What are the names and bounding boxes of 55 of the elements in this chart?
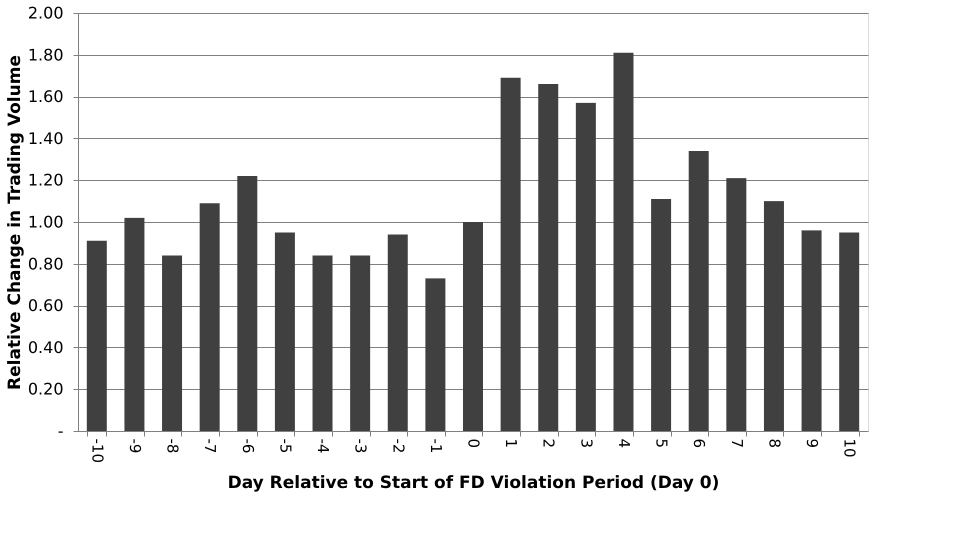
x-tick-label: 3 <box>577 438 596 448</box>
bar <box>802 230 822 431</box>
y-tick-label: 1.80 <box>28 45 64 64</box>
x-tick-label: -4 <box>314 438 332 454</box>
x-tick-label: -5 <box>276 438 294 454</box>
bar <box>576 102 596 431</box>
y-tick-label: 1.00 <box>28 212 64 232</box>
y-tick-label: 0.20 <box>28 380 64 399</box>
x-tick-label: 1 <box>502 438 520 448</box>
y-tick-label: 0.60 <box>28 296 64 316</box>
bar <box>500 78 521 431</box>
bar <box>312 255 333 431</box>
x-tick-label: -8 <box>164 438 182 454</box>
bar <box>726 178 746 431</box>
y-tick-label: 0.40 <box>28 338 64 357</box>
y-axis-title: Relative Change in Trading Volume <box>4 55 25 390</box>
x-axis-title: Day Relative to Start of FD Violation Period (Day 0) <box>228 473 720 493</box>
bar <box>350 255 370 431</box>
bar <box>538 84 558 431</box>
bar <box>688 150 709 431</box>
bar <box>613 52 634 431</box>
bar <box>237 176 258 431</box>
bar <box>200 203 220 431</box>
x-tick-label: -10 <box>88 438 106 463</box>
x-tick-label: -7 <box>201 438 220 454</box>
x-tick-label: -9 <box>126 438 144 454</box>
x-tick-label: -3 <box>352 438 370 454</box>
x-tick-label: 8 <box>765 438 784 448</box>
x-tick-label: -1 <box>426 438 445 454</box>
bar <box>651 199 672 431</box>
bar <box>839 232 860 431</box>
x-tick-label: 9 <box>803 438 822 448</box>
y-tick-label: 1.60 <box>28 87 64 106</box>
x-tick-label: 4 <box>614 438 633 448</box>
y-tick-label: 0.80 <box>28 254 64 274</box>
bar <box>274 232 295 431</box>
bar <box>463 222 483 431</box>
y-tick-label: 1.20 <box>28 170 64 190</box>
bar <box>86 240 107 431</box>
y-tick-label: 1.40 <box>28 128 64 148</box>
x-tick-label: 2 <box>540 438 558 448</box>
x-tick-label: 0 <box>464 438 482 448</box>
x-tick-label: 5 <box>652 438 671 448</box>
y-tick-label: - <box>58 422 64 440</box>
bar <box>388 234 408 431</box>
x-tick-label: -2 <box>389 438 408 454</box>
bar <box>162 255 182 431</box>
x-tick-label: 6 <box>690 438 708 448</box>
x-tick-label: -6 <box>238 438 257 454</box>
bar <box>764 201 784 431</box>
y-tick-label: 2.00 <box>28 4 64 22</box>
x-tick-label: 7 <box>728 438 746 448</box>
x-tick-label: 10 <box>840 438 859 458</box>
bar <box>425 278 446 431</box>
bar <box>124 218 144 431</box>
